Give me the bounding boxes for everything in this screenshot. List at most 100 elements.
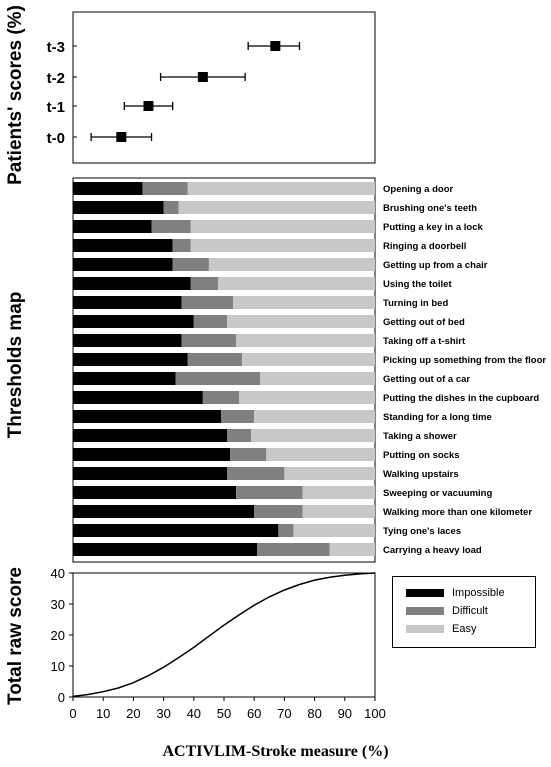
bar-segment-impossible-2 [73,201,164,214]
legend: Impossible Difficult Easy [392,576,536,648]
x-tick-label-10: 10 [96,706,110,721]
x-tick-label-20: 20 [126,706,140,721]
bar-segment-easy-2 [178,201,375,214]
x-tick-label-40: 40 [187,706,201,721]
bar-segment-easy-8 [227,315,375,328]
bar-segment-difficult-10 [187,353,243,366]
bar-segment-impossible-10 [73,353,188,366]
bar-segment-impossible-15 [73,448,231,461]
legend-item-impossible: Impossible [406,585,505,601]
bar-segment-impossible-13 [73,410,221,423]
y-tick-label-0: 0 [58,690,65,705]
activity-label-6: Using the toilet [383,279,452,290]
bar-segment-easy-19 [293,524,375,537]
bar-segment-easy-17 [302,486,375,499]
bar-segment-impossible-9 [73,334,182,347]
activity-label-1: Opening a door [383,184,453,195]
bar-segment-difficult-20 [257,543,330,556]
activity-label-7: Turning in bed [383,298,448,309]
bar-segment-easy-12 [239,391,375,404]
bar-segment-difficult-15 [230,448,267,461]
activity-label-12: Putting the dishes in the cupboard [383,393,539,404]
bar-segment-difficult-2 [163,201,179,214]
x-axis-title: ACTIVLIM-Stroke measure (%) [162,743,389,760]
score-point-t-0 [116,132,127,142]
activity-label-17: Sweeping or vacuuming [383,488,492,499]
bar-segment-impossible-5 [73,258,173,271]
top-plot-frame [72,11,376,164]
bar-segment-impossible-19 [73,524,279,537]
bar-segment-difficult-1 [142,182,188,195]
x-tick-label-0: 0 [69,706,76,721]
bar-segment-difficult-3 [151,220,191,233]
x-tick-label-70: 70 [277,706,291,721]
top-y-tick-label-t-0: t-0 [47,130,65,147]
thresholds-map-panel: Opening a door Brushing one's teeth Puttin… [72,177,546,563]
bar-segment-difficult-4 [172,239,191,252]
bar-segment-difficult-11 [175,372,261,385]
middle-y-axis-title: Thresholds map [5,291,26,439]
bar-segment-difficult-19 [278,524,294,537]
legend-swatch-difficult [406,607,444,615]
activity-label-3: Putting a key in a lock [383,222,483,233]
bottom-plot-frame [72,572,376,698]
bar-segment-difficult-5 [172,258,209,271]
bar-segment-easy-9 [236,334,375,347]
score-point-t-3 [270,41,281,51]
bar-segment-easy-13 [254,410,375,423]
raw-score-curve [72,572,376,698]
bar-segment-impossible-6 [73,277,191,290]
y-tick-label-40: 40 [51,566,65,581]
legend-swatch-easy [406,625,444,633]
bar-segment-easy-15 [266,448,375,461]
bar-segment-difficult-9 [181,334,237,347]
bar-segment-difficult-16 [227,467,285,480]
legend-item-difficult: Difficult [406,603,488,619]
y-tick-label-30: 30 [51,597,65,612]
bar-segment-impossible-11 [73,372,176,385]
bar-segment-easy-11 [260,372,375,385]
bar-segment-impossible-17 [73,486,237,499]
bar-segment-easy-10 [242,353,375,366]
bar-segment-easy-5 [208,258,375,271]
bar-segment-impossible-16 [73,467,228,480]
bar-segment-easy-6 [217,277,375,290]
bar-segment-impossible-7 [73,296,182,309]
bar-segment-easy-4 [190,239,375,252]
bar-segment-impossible-3 [73,220,152,233]
x-tick-label-90: 90 [338,706,352,721]
top-y-tick-label-t-3: t-3 [47,39,65,56]
bar-segment-easy-1 [187,182,375,195]
bar-segment-difficult-18 [254,505,303,518]
activity-label-16: Walking upstairs [383,469,459,480]
bar-segment-easy-3 [190,220,375,233]
activity-label-2: Brushing one's teeth [383,203,477,214]
bar-segment-impossible-20 [73,543,258,556]
bar-segment-difficult-14 [227,429,252,442]
bar-segment-easy-7 [233,296,375,309]
y-tick-label-10: 10 [51,659,65,674]
bar-segment-difficult-13 [220,410,255,423]
y-tick-label-20: 20 [51,628,65,643]
score-point-t-1 [143,101,154,111]
x-tick-label-100: 100 [364,706,386,721]
bar-segment-easy-20 [329,543,375,556]
thresholds-plot-frame [72,177,376,563]
bar-segment-impossible-14 [73,429,228,442]
legend-label-difficult: Difficult [452,605,488,617]
activity-label-13: Standing for a long time [383,412,492,423]
score-point-t-2 [197,72,208,82]
top-y-axis-title: Patients' scores (%) [5,5,26,185]
x-tick-label-80: 80 [307,706,321,721]
activity-label-15: Putting on socks [383,450,460,461]
patients-scores-panel: t-3 t-2 t-1 t-0 [47,11,376,164]
activity-label-8: Getting out of bed [383,317,465,328]
x-tick-label-60: 60 [247,706,261,721]
bar-segment-impossible-4 [73,239,173,252]
bottom-y-axis-title: Total raw score [5,567,26,705]
legend-item-easy: Easy [406,621,476,637]
bar-segment-impossible-12 [73,391,203,404]
activity-label-20: Carrying a heavy load [383,545,482,556]
bar-segment-impossible-1 [73,182,143,195]
